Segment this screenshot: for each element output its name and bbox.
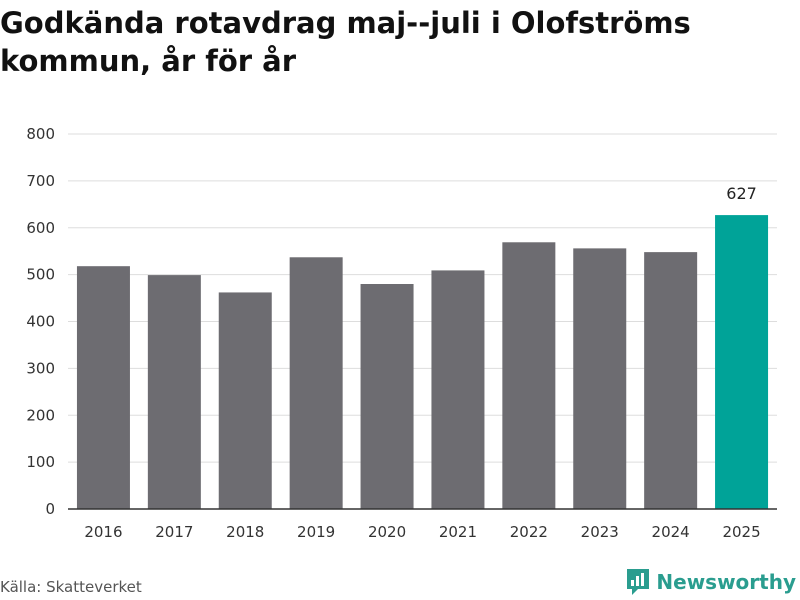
- bar-2021: [431, 270, 485, 509]
- bar-2025: [715, 215, 769, 509]
- x-tick-label: 2017: [155, 523, 193, 541]
- data-label: 627: [726, 184, 757, 203]
- x-tick-label: 2023: [581, 523, 619, 541]
- y-tick-label: 0: [45, 500, 55, 518]
- bar-2018: [218, 292, 272, 509]
- y-tick-label: 700: [26, 172, 55, 190]
- chart-title: Godkända rotavdrag maj--juli i Olofström…: [0, 6, 691, 78]
- x-axis-ticks: 2016 2017 2018 2019 2020 2021 2022 2023 2024 2025: [84, 523, 760, 541]
- x-tick-label: 2020: [368, 523, 406, 541]
- bar-2020: [360, 284, 414, 509]
- source-note: Källa: Skatteverket: [0, 578, 142, 596]
- x-tick-label: 2019: [297, 523, 335, 541]
- x-tick-label: 2025: [722, 523, 760, 541]
- x-tick-label: 2022: [510, 523, 548, 541]
- bar-2017: [147, 275, 201, 509]
- y-tick-label: 600: [26, 219, 55, 237]
- y-tick-label: 100: [26, 453, 55, 471]
- x-tick-label: 2021: [439, 523, 477, 541]
- brand-logo: Newsworthy: [626, 568, 796, 596]
- bar-2022: [502, 242, 556, 509]
- y-tick-label: 200: [26, 406, 55, 424]
- x-tick-label: 2018: [226, 523, 264, 541]
- y-tick-label: 300: [26, 359, 55, 377]
- newsworthy-logo-icon: [627, 569, 650, 595]
- y-tick-label: 800: [26, 125, 55, 143]
- bars: [76, 215, 769, 509]
- brand-name: Newsworthy: [656, 570, 796, 594]
- bar-2023: [573, 248, 627, 509]
- x-tick-label: 2016: [84, 523, 122, 541]
- bar-2016: [76, 266, 130, 509]
- y-tick-label: 400: [26, 313, 55, 331]
- x-tick-label: 2024: [652, 523, 690, 541]
- data-labels: 627: [726, 184, 757, 203]
- bar-2024: [644, 252, 698, 509]
- bar-2019: [289, 257, 343, 509]
- y-axis-ticks: 0 100 200 300 400 500 600 700 800: [26, 125, 55, 518]
- y-tick-label: 500: [26, 266, 55, 284]
